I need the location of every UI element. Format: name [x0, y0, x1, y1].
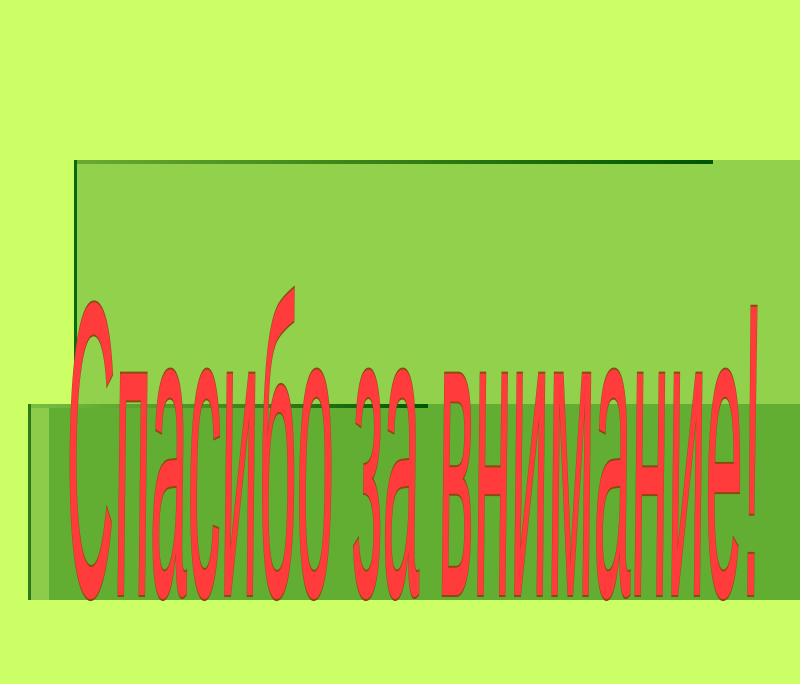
upper-panel-top-border — [74, 160, 713, 164]
thank-you-text: Спасибо за внимание! — [63, 215, 765, 684]
lower-panel-left-border — [28, 404, 31, 600]
lower-panel-top-border — [28, 404, 428, 408]
lower-panel — [28, 404, 800, 600]
lower-panel-edge — [31, 408, 49, 600]
upper-panel-left-border — [74, 160, 77, 600]
